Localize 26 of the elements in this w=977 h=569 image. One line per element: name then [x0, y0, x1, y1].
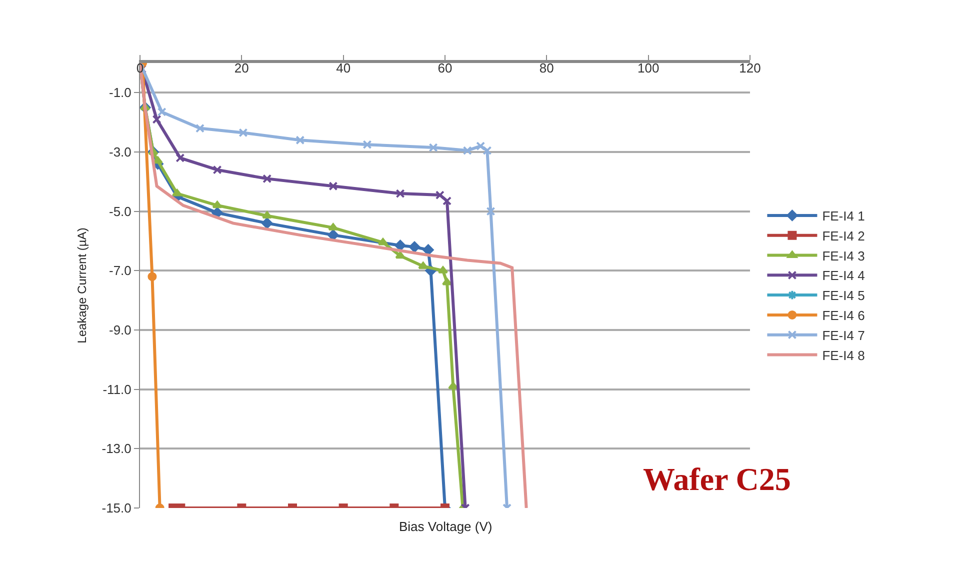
y-tick-label: -15.0: [102, 500, 132, 516]
legend-label: FE-I4 2: [822, 228, 865, 244]
legend-label: FE-I4 3: [822, 248, 865, 264]
x-tick-label: 80: [539, 60, 554, 76]
legend-label: FE-I4 4: [822, 268, 865, 284]
y-tick-label: -7.0: [108, 263, 132, 278]
x-tick-label: 60: [438, 60, 452, 76]
x-tick-label: 40: [336, 60, 351, 76]
legend-label: FE-I4 7: [822, 328, 865, 343]
y-tick-label: -5.0: [108, 204, 132, 219]
y-tick-label: -9.0: [108, 322, 132, 338]
legend-label: FE-I4 5: [822, 288, 865, 304]
x-tick-label: 0: [136, 60, 144, 76]
annotation: Wafer C25: [643, 461, 791, 497]
y-tick-label: -1.0: [108, 85, 132, 100]
legend-label: FE-I4 1: [822, 208, 865, 224]
x-axis-title: Bias Voltage (V): [399, 519, 492, 534]
y-tick-label: -11.0: [102, 382, 132, 397]
y-tick-label: -13.0: [102, 441, 132, 456]
legend-label: FE-I4 8: [822, 348, 865, 363]
x-tick-label: 120: [739, 60, 761, 76]
x-tick-label: 20: [234, 60, 249, 76]
legend-label: FE-I4 6: [822, 308, 865, 324]
y-axis-title: Leakage Current (µA): [75, 228, 90, 344]
y-tick-label: -3.0: [108, 144, 132, 160]
x-tick-label: 100: [637, 60, 660, 76]
